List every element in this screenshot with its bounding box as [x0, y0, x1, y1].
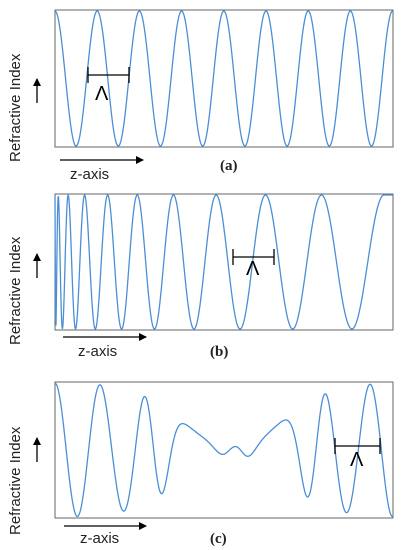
panel-b-frame — [54, 193, 394, 331]
panel-b-x-label: z-axis — [78, 343, 117, 360]
panel-a-caption: (a) — [220, 158, 238, 174]
panel-b: Refractive Index z-axis (b) Λ — [7, 193, 394, 360]
panel-a-wave — [54, 10, 394, 147]
panel-c-caption: (c) — [210, 531, 227, 547]
panel-c: Refractive Index z-axis (c) Λ — [7, 381, 394, 547]
panel-a-period-symbol: Λ — [95, 83, 109, 105]
panel-c-y-label: Refractive Index — [7, 426, 24, 535]
panel-a-y-label: Refractive Index — [7, 53, 24, 162]
panel-a-period-marker — [87, 67, 130, 83]
panel-b-y-label: Refractive Index — [7, 236, 24, 345]
panel-b-caption: (b) — [210, 344, 228, 360]
panel-c-period-marker — [334, 438, 381, 454]
panel-b-period-marker — [232, 249, 275, 265]
panel-b-wave — [54, 193, 393, 331]
panel-c-x-label: z-axis — [80, 530, 119, 547]
panel-c-frame — [54, 381, 394, 519]
panel-c-wave — [54, 382, 394, 518]
panel-a-frame — [54, 9, 394, 148]
panel-a-x-label: z-axis — [70, 166, 109, 183]
panel-c-period-symbol: Λ — [350, 449, 364, 471]
panel-a: Refractive Index z-axis (a) Λ — [7, 9, 394, 183]
panel-b-period-symbol: Λ — [246, 258, 260, 280]
